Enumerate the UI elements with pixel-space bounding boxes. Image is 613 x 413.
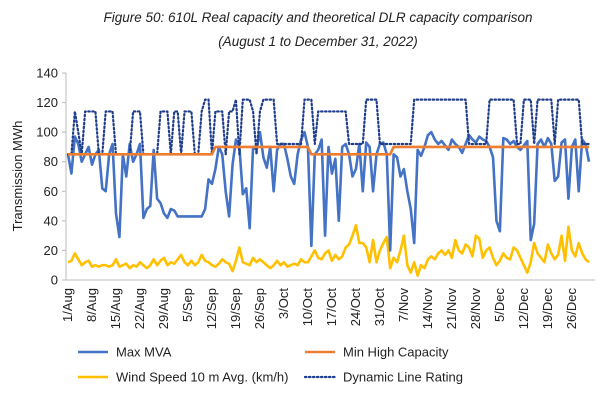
x-tick-label: 1/Aug bbox=[60, 288, 75, 322]
x-tick-label: 8/Aug bbox=[84, 288, 99, 322]
x-tick-label: 24/Oct bbox=[348, 288, 363, 327]
x-tick-label: 5/Dec bbox=[492, 288, 507, 322]
y-tick-label: 60 bbox=[44, 184, 58, 199]
y-tick-label: 140 bbox=[36, 66, 58, 81]
series-line bbox=[67, 223, 590, 277]
x-tick-label: 12/Sep bbox=[204, 288, 219, 329]
y-tick-label: 20 bbox=[44, 243, 58, 258]
legend-label: Wind Speed 10 m Avg. (km/h) bbox=[116, 370, 288, 385]
chart-subtitle: (August 1 to December 31, 2022) bbox=[218, 34, 418, 49]
x-tick-label: 7/Nov bbox=[396, 288, 411, 322]
x-tick-label: 5/Sep bbox=[180, 288, 195, 322]
x-tick-label: 31/Oct bbox=[372, 288, 387, 327]
x-tick-label: 21/Nov bbox=[444, 288, 459, 330]
series-line bbox=[68, 145, 589, 156]
x-tick-label: 17/Oct bbox=[324, 288, 339, 327]
x-tick-label: 10/Oct bbox=[300, 288, 315, 327]
legend-label: Max MVA bbox=[116, 345, 172, 360]
x-tick-label: 29/Aug bbox=[156, 288, 171, 329]
y-tick-label: 120 bbox=[36, 95, 58, 110]
y-tick-label: 0 bbox=[51, 273, 58, 288]
y-axis-label: Transmission MWh bbox=[10, 121, 25, 232]
x-tick-label: 26/Sep bbox=[252, 288, 267, 329]
x-tick-label: 19/Dec bbox=[540, 288, 555, 330]
x-tick-label: 14/Nov bbox=[420, 288, 435, 330]
series-line bbox=[66, 130, 591, 252]
x-tick-label: 22/Aug bbox=[132, 288, 147, 329]
x-tick-label: 26/Dec bbox=[564, 288, 579, 330]
legend-label: Dynamic Line Rating bbox=[343, 370, 463, 385]
chart-title: Figure 50: 610L Real capacity and theore… bbox=[104, 10, 533, 25]
x-tick-label: 15/Aug bbox=[108, 288, 123, 329]
x-tick-label: 28/Nov bbox=[468, 288, 483, 330]
y-tick-label: 80 bbox=[44, 154, 58, 169]
x-tick-label: 19/Sep bbox=[228, 288, 243, 329]
x-tick-label: 3/Oct bbox=[276, 288, 291, 319]
y-tick-label: 100 bbox=[36, 125, 58, 140]
y-tick-label: 40 bbox=[44, 213, 58, 228]
legend-label: Min High Capacity bbox=[343, 345, 449, 360]
x-tick-label: 12/Dec bbox=[516, 288, 531, 330]
